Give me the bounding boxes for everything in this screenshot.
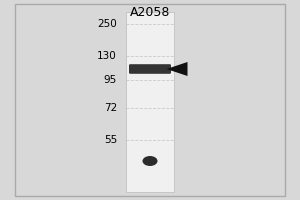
Polygon shape <box>167 62 188 76</box>
Text: 55: 55 <box>104 135 117 145</box>
Text: 130: 130 <box>97 51 117 61</box>
Circle shape <box>142 156 158 166</box>
Bar <box>126 12 174 192</box>
Text: 250: 250 <box>97 19 117 29</box>
FancyBboxPatch shape <box>129 64 171 74</box>
Text: 72: 72 <box>104 103 117 113</box>
Text: 95: 95 <box>104 75 117 85</box>
Text: A2058: A2058 <box>130 6 170 19</box>
